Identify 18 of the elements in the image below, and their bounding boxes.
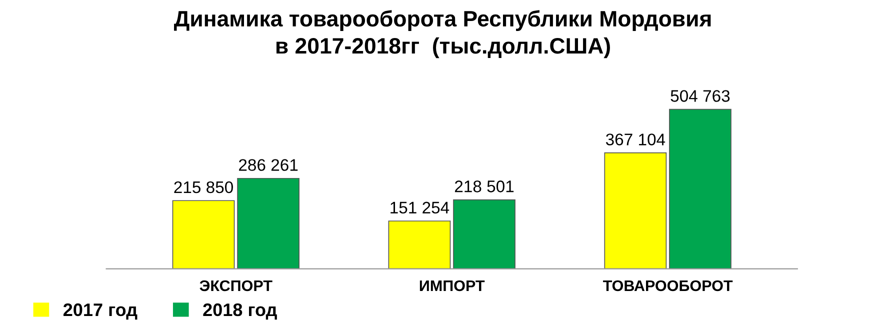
data-label: 151 254 xyxy=(390,202,450,214)
legend-label: 2018 год xyxy=(203,303,277,320)
data-label: 367 104 xyxy=(606,134,666,146)
data-label: 286 261 xyxy=(239,159,298,171)
data-label: 215 850 xyxy=(174,181,233,194)
x-tick-label: ИМПОРТ xyxy=(420,280,485,292)
bar xyxy=(604,152,667,269)
bar xyxy=(237,178,300,269)
bar xyxy=(453,199,516,269)
bar xyxy=(172,200,235,269)
data-label: 504 763 xyxy=(670,90,730,102)
x-tick-label: ТОВАРООБОРОТ xyxy=(603,280,733,292)
bar xyxy=(388,220,451,269)
chart-title: Динамика товарооборота Республики Мордовия в 2017-2018гг (тыс.долл.США) xyxy=(174,10,711,58)
legend-label: 2017 год xyxy=(63,303,138,320)
bar xyxy=(669,108,732,269)
data-label: 218 501 xyxy=(454,180,514,192)
x-tick-label: ЭКСПОРТ xyxy=(200,280,272,292)
